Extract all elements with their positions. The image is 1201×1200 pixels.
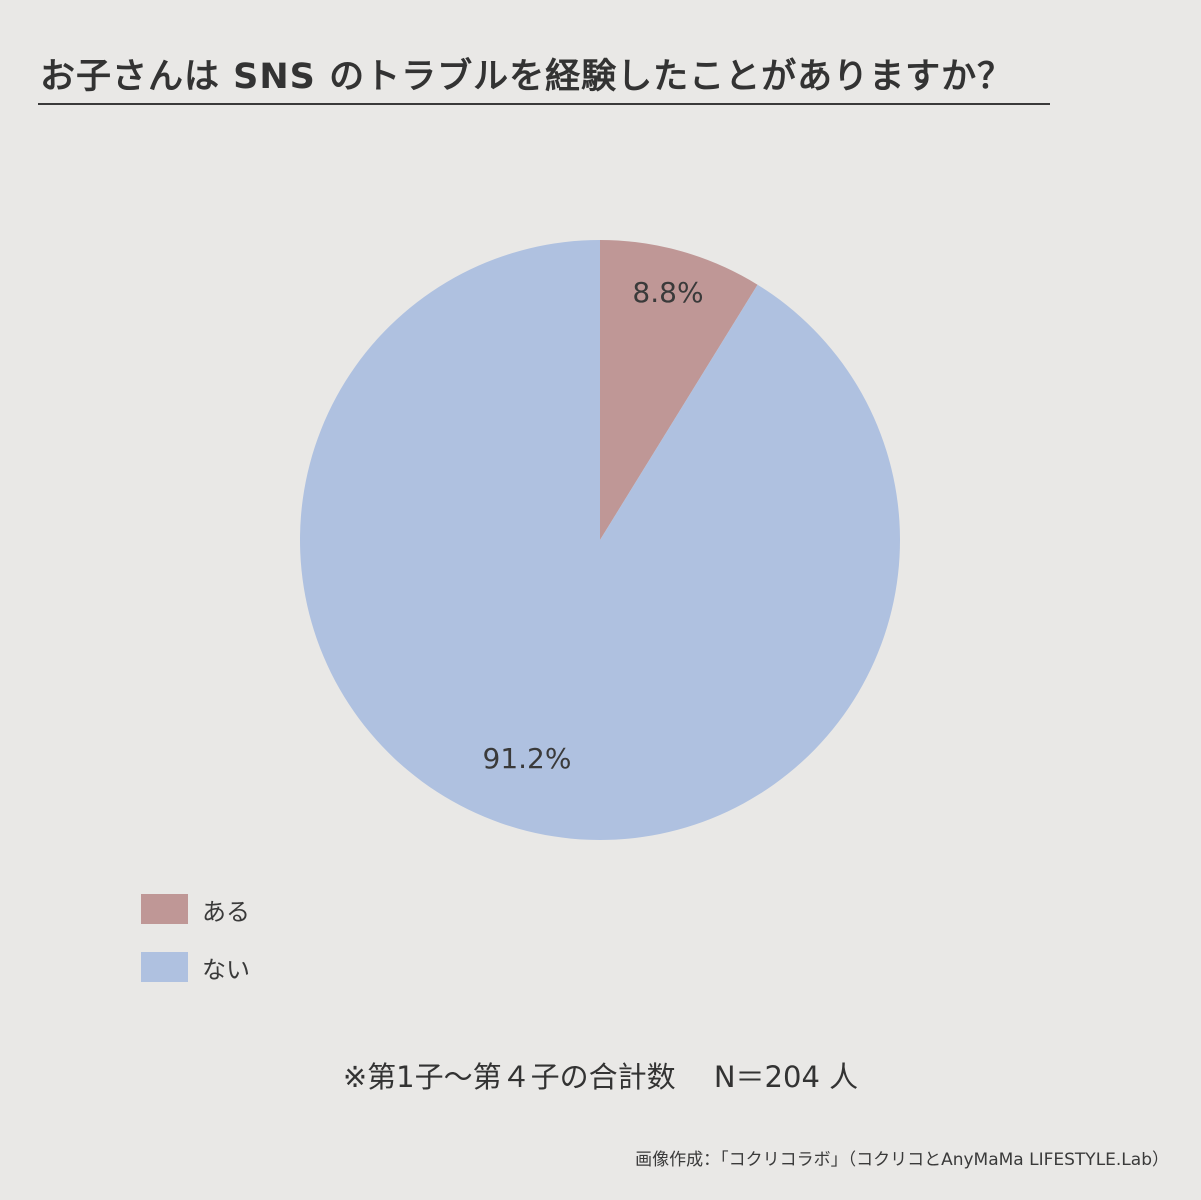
slice-label-aru: 8.8% (632, 276, 703, 309)
legend: ある ない (141, 893, 250, 1009)
pie-slice-aru (600, 240, 758, 540)
legend-item-nai: ない (141, 951, 250, 984)
legend-item-aru: ある (141, 893, 250, 926)
legend-label-aru: ある (202, 897, 250, 926)
legend-swatch-nai (141, 952, 188, 982)
chart-title: お子さんは SNS のトラブルを経験したことがありますか？ (40, 57, 1014, 97)
sample-note: ※第1子～第４子の合計数 N＝204 人 (342, 1060, 859, 1094)
legend-swatch-aru (141, 894, 188, 924)
image-credit: 画像作成：「コクリコラボ」（コクリコとAnyMaMa LIFESTYLE.Lab… (635, 1150, 1169, 1170)
slice-label-nai: 91.2% (483, 742, 572, 775)
pie-slice-nai (299, 240, 900, 840)
title-underline (38, 103, 1050, 105)
legend-label-nai: ない (202, 955, 250, 984)
